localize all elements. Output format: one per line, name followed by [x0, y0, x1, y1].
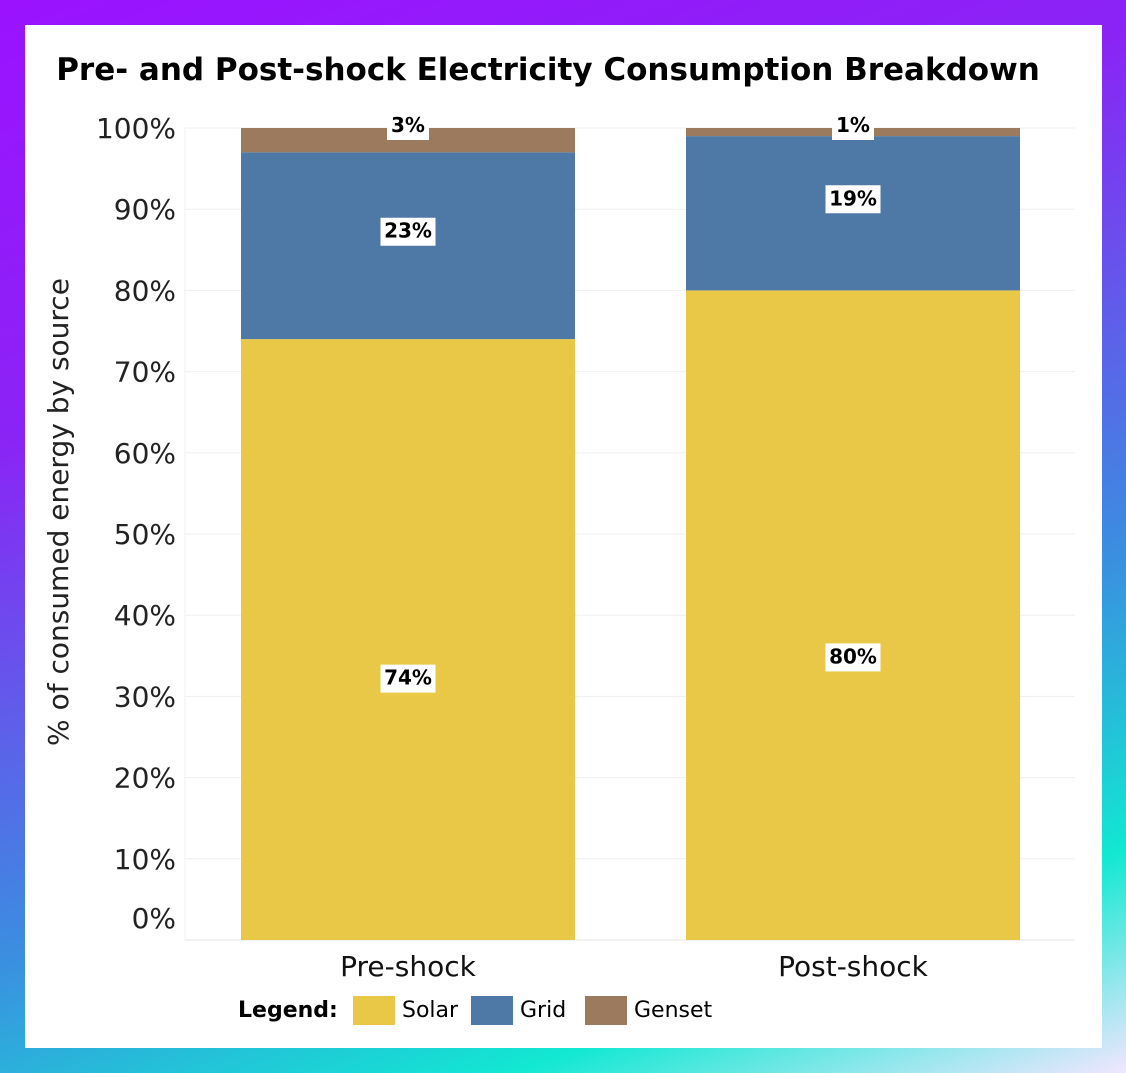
data-label: 19% — [829, 186, 877, 210]
legend-label-genset: Genset — [634, 998, 713, 1023]
y-tick-label: 10% — [114, 843, 176, 876]
bar-solar-pre-shock — [241, 339, 575, 940]
x-tick-label: Pre-shock — [340, 950, 476, 983]
bars — [241, 128, 1020, 940]
y-tick-label: 70% — [114, 356, 176, 389]
x-tick-label: Post-shock — [778, 950, 929, 983]
data-label: 23% — [384, 219, 432, 243]
legend: Legend: Solar Grid Genset — [238, 996, 713, 1025]
data-label: 74% — [384, 666, 432, 690]
data-label-box — [825, 643, 881, 672]
y-tick-label: 20% — [114, 762, 176, 795]
y-tick-label: 80% — [114, 274, 176, 307]
legend-label-grid: Grid — [520, 998, 566, 1023]
data-label: 3% — [391, 113, 425, 137]
y-tick-label: 100% — [96, 112, 176, 145]
data-label-box — [387, 112, 429, 140]
data-label-box — [380, 217, 436, 246]
legend-title: Legend: — [238, 998, 338, 1023]
data-label-box — [832, 112, 874, 140]
y-tick-label: 90% — [114, 193, 176, 226]
bar-solar-post-shock — [686, 290, 1020, 940]
y-tick-label: 50% — [114, 518, 176, 551]
chart-title: Pre- and Post-shock Electricity Consumpt… — [56, 52, 1040, 88]
data-label-box — [380, 664, 436, 693]
y-tick-label: 40% — [114, 599, 176, 632]
legend-swatch-genset — [585, 996, 627, 1025]
legend-swatch-grid — [471, 996, 513, 1025]
legend-swatch-solar — [353, 996, 395, 1025]
y-tick-label: 30% — [114, 680, 176, 713]
y-axis-ticks: 0% 10% 20% 30% 40% 50% 60% 70% 80% 90% 100% — [96, 112, 176, 935]
data-label-box — [825, 185, 881, 214]
x-axis-ticks: Pre-shock Post-shock — [340, 950, 929, 983]
data-label: 80% — [829, 644, 877, 668]
y-tick-label: 60% — [114, 437, 176, 470]
legend-label-solar: Solar — [402, 998, 459, 1023]
data-label: 1% — [836, 113, 870, 137]
y-tick-label: 0% — [132, 902, 176, 935]
y-axis-label: % of consumed energy by source — [42, 278, 75, 746]
data-labels: 74% 23% 3% 80% 19% 1% — [380, 112, 881, 693]
